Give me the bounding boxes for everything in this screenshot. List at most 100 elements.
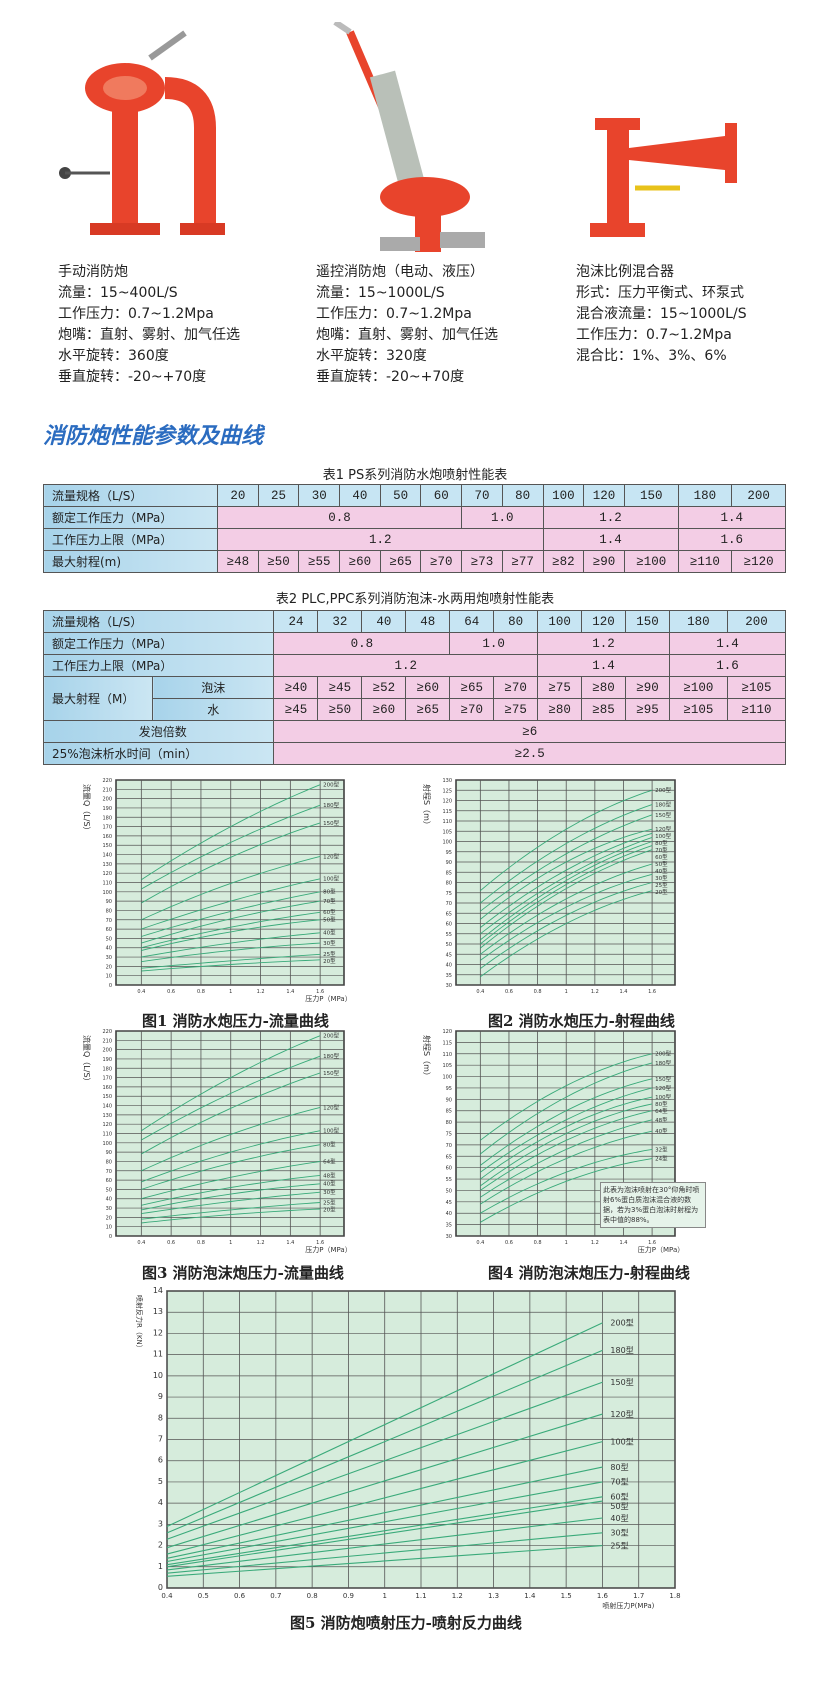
x-tick-label: 0.8	[534, 989, 542, 995]
series-line	[141, 1130, 321, 1183]
cell: 1.6	[677, 528, 787, 551]
y-tick-label: 115	[442, 809, 452, 815]
series-line	[480, 1062, 653, 1155]
cell: 1.4	[537, 654, 670, 677]
figure5-caption: 图5 消防炮喷射压力-喷射反力曲线	[290, 1614, 522, 1632]
y-tick-label: 75	[446, 891, 452, 897]
product-name: 遥控消防炮（电动、液压）	[316, 264, 484, 280]
y-tick-label: 40	[446, 1211, 452, 1217]
cell: 25	[257, 484, 300, 507]
y-tick-label: 30	[446, 1234, 452, 1240]
y-tick-label: 45	[446, 952, 452, 958]
series-label: 100型	[323, 875, 339, 883]
x-tick-label: 1.5	[561, 1592, 572, 1600]
y-tick-label: 85	[446, 870, 452, 876]
series-line	[480, 832, 653, 928]
series-label: 200型	[323, 1032, 339, 1040]
x-tick-label: 1.6	[316, 1240, 324, 1246]
series-label: 24型	[655, 1155, 668, 1163]
y-tick-label: 14	[153, 1286, 163, 1295]
x-tick-label: 1	[565, 1240, 568, 1246]
y-tick-label: 200	[102, 1048, 112, 1054]
cell: 20	[217, 484, 259, 507]
series-line	[141, 784, 321, 881]
cell: ≥90	[583, 550, 625, 573]
cell: 32	[317, 610, 363, 633]
y-tick-label: 50	[106, 1187, 112, 1193]
cell: ≥60	[339, 550, 381, 573]
y-tick-label: 180	[102, 1066, 112, 1072]
x-tick-label: 1.6	[648, 1240, 656, 1246]
table-row-flow: 流量规格（L/S） 24 32 40 48 64 80 100 120 150 …	[42, 610, 787, 633]
series-label: 80型	[323, 888, 336, 896]
y-axis-label: 流量Q（L/S）	[82, 1035, 92, 1086]
series-line	[480, 1110, 653, 1191]
spec-line: 形式：压力平衡式、环泵式	[576, 285, 744, 301]
series-line	[480, 845, 653, 945]
series-line	[166, 1381, 603, 1540]
series-label: 64型	[323, 1157, 336, 1165]
series-label: 25型	[323, 1198, 336, 1206]
series-label: 180型	[323, 1052, 339, 1060]
section-title: 消防炮性能参数及曲线	[43, 424, 264, 449]
y-tick-label: 60	[106, 1178, 112, 1184]
cell: ≥75	[537, 676, 583, 699]
cell: ≥100	[623, 550, 679, 573]
table-row-max-range: 最大射程(m) ≥48 ≥50 ≥55 ≥60 ≥65 ≥70 ≥73 ≥77 …	[43, 550, 786, 573]
y-tick-label: 110	[442, 819, 452, 825]
series-label: 40型	[323, 929, 336, 937]
cell: ≥65	[379, 550, 422, 573]
series-line	[166, 1413, 603, 1549]
cell: 120	[583, 484, 625, 507]
x-tick-label: 0.8	[307, 1592, 318, 1600]
y-tick-label: 170	[102, 1076, 112, 1082]
y-tick-label: 140	[102, 1104, 112, 1110]
y-tick-label: 160	[102, 834, 112, 840]
series-label: 200型	[655, 1050, 671, 1058]
cell: 100	[542, 484, 585, 507]
cell: 0.8	[273, 632, 451, 655]
y-tick-label: 110	[102, 881, 112, 887]
y-tick-label: 90	[106, 899, 112, 905]
series-line	[166, 1322, 603, 1527]
series-line	[141, 1072, 321, 1155]
y-tick-label: 220	[102, 778, 112, 784]
figure4-caption: 图4 消防泡沫炮压力-射程曲线	[488, 1264, 690, 1282]
y-tick-label: 95	[446, 850, 452, 856]
series-label: 80型	[610, 1463, 628, 1472]
series-line	[141, 953, 321, 969]
series-label: 100型	[610, 1437, 633, 1446]
cell: ≥80	[537, 698, 583, 721]
x-tick-label: 1.6	[597, 1592, 609, 1600]
x-tick-label: 0.6	[234, 1592, 246, 1600]
y-tick-label: 80	[106, 1159, 112, 1165]
x-tick-label: 1	[565, 989, 568, 995]
series-label: 48型	[323, 1171, 336, 1179]
spec-line: 混合液流量：15~1000L/S	[576, 306, 747, 322]
x-axis-label: 压力P（MPa）	[305, 994, 351, 1003]
y-tick-label: 70	[446, 901, 452, 907]
series-label: 120型	[323, 852, 339, 860]
y-tick-label: 50	[446, 1188, 452, 1194]
y-axis-label: 射程S（m）	[422, 784, 432, 829]
spec-line: 工作压力：0.7~1.2Mpa	[58, 306, 214, 322]
series-line	[141, 891, 321, 937]
y-tick-label: 10	[106, 974, 112, 980]
spec-line: 工作压力：0.7~1.2Mpa	[316, 306, 472, 322]
series-line	[141, 1183, 321, 1211]
y-tick-label: 35	[446, 1223, 452, 1229]
y-tick-label: 170	[102, 825, 112, 831]
series-line	[480, 841, 653, 941]
y-tick-label: 85	[446, 1109, 452, 1115]
spec-line: 炮嘴：直射、雾射、加气任选	[58, 327, 240, 343]
series-label: 25型	[610, 1541, 628, 1550]
series-line	[480, 1078, 653, 1166]
x-tick-label: 1.1	[415, 1592, 426, 1600]
y-tick-label: 3	[158, 1519, 163, 1528]
series-label: 80型	[655, 1100, 668, 1108]
x-tick-label: 0.4	[476, 989, 484, 995]
x-tick-label: 0.4	[161, 1592, 173, 1600]
x-tick-label: 1.4	[286, 989, 294, 995]
y-tick-label: 10	[153, 1371, 163, 1380]
series-line	[141, 911, 321, 949]
